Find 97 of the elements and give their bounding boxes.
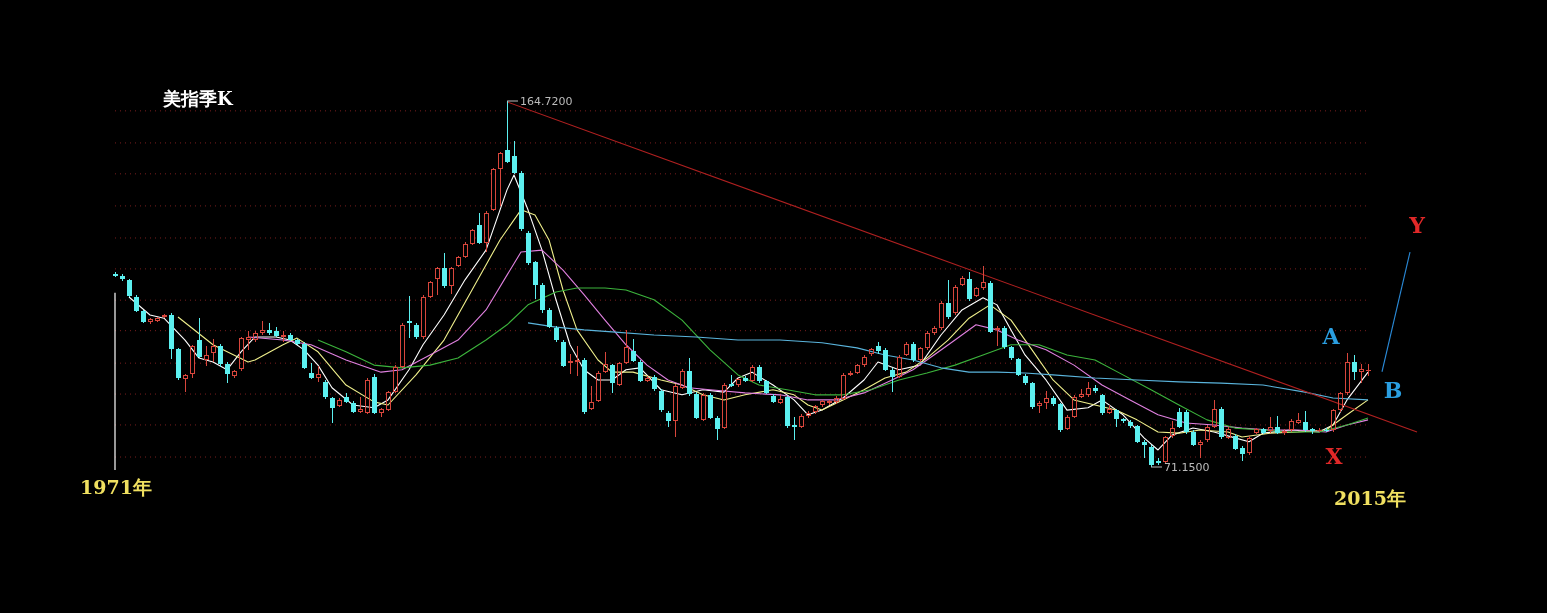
candlestick [568,353,573,375]
candlestick [722,382,727,429]
candlestick [778,394,783,403]
candlestick [372,373,377,413]
candlestick [1044,390,1049,410]
candlestick [1352,354,1357,381]
candlestick [750,365,755,382]
candlestick [400,322,405,368]
candlestick [673,383,678,438]
candlestick [1247,435,1252,456]
candlestick [596,370,601,402]
candlestick [134,294,139,312]
annotation: 164.7200 [520,95,573,108]
candlestick [554,325,559,343]
candlestick [715,415,720,441]
candlestick [316,365,321,383]
candlestick [190,345,195,379]
candlestick [967,271,972,302]
candlestick [1198,439,1203,459]
candlestick [512,140,517,174]
candlestick [890,367,895,393]
annotation: Y [1408,212,1426,238]
candlestick [1023,373,1028,386]
candlestick [519,170,524,232]
candlestick [862,354,867,368]
candlestick [169,312,174,360]
candlestick [540,282,545,314]
candlestick [1345,352,1350,396]
candlestick [1240,445,1245,462]
candlestick [407,295,412,339]
candlestick [477,212,482,244]
candlestick [379,408,384,418]
candlestick [414,322,419,340]
chart-title: 美指季K [162,88,234,109]
candlestick [463,241,468,258]
candlestick [1289,418,1294,433]
candlestick [1128,419,1133,429]
candlestick [589,385,594,409]
candlestick [1184,409,1189,435]
candlestick [575,345,580,377]
annotation: B [1383,377,1403,403]
candlestick [1282,428,1287,436]
candlestick [1170,420,1175,439]
candlestick [1002,325,1007,350]
annotation: 71.1500 [1164,461,1210,474]
candlestick [876,341,881,355]
candlestick [421,294,426,340]
candlestick [211,338,216,363]
candlestick [953,284,958,316]
candlestick [701,392,706,420]
candlestick [946,279,951,320]
candlestick [659,388,664,413]
candlestick [323,379,328,400]
candlestick [197,317,202,357]
candlestick [225,361,230,384]
candlestick [148,319,153,325]
candlestick [687,357,692,397]
candlestick [309,362,314,378]
candlestick [911,341,916,363]
candlestick [393,365,398,393]
candlestick [183,374,188,393]
candlestick [526,230,531,266]
candlestick [127,279,132,296]
candlestick [218,343,223,368]
candlestick [484,210,489,253]
candlestick [358,396,363,413]
candlestick [365,377,370,413]
candlestick [1219,406,1224,440]
candlestick [505,100,510,163]
candlestick [344,392,349,402]
candlestick [757,365,762,384]
candlestick [442,252,447,287]
candlestick [204,345,209,367]
text: 1971年 [80,476,152,498]
candlestick [1303,410,1308,433]
candlestick [603,351,608,372]
candlestick [1142,439,1147,459]
candlestick [351,400,356,413]
candlestick [120,273,125,280]
annotation: A [1321,323,1341,349]
candlestick [1037,400,1042,414]
candlestick [995,325,1000,347]
candlestick [932,325,937,336]
annotation: X [1325,443,1344,469]
candlestick [1268,416,1273,434]
candlestick [806,410,811,419]
candlestick [1051,395,1056,407]
candlestick [652,374,657,392]
candlestick [624,329,629,364]
candlestick [925,330,930,351]
candlestick [232,371,237,377]
text: 2015年 [1334,487,1406,509]
candlestick [1205,424,1210,443]
candlestick [1093,384,1098,394]
candlestick [939,300,944,331]
candlestick [666,410,671,428]
candlestick [337,397,342,407]
